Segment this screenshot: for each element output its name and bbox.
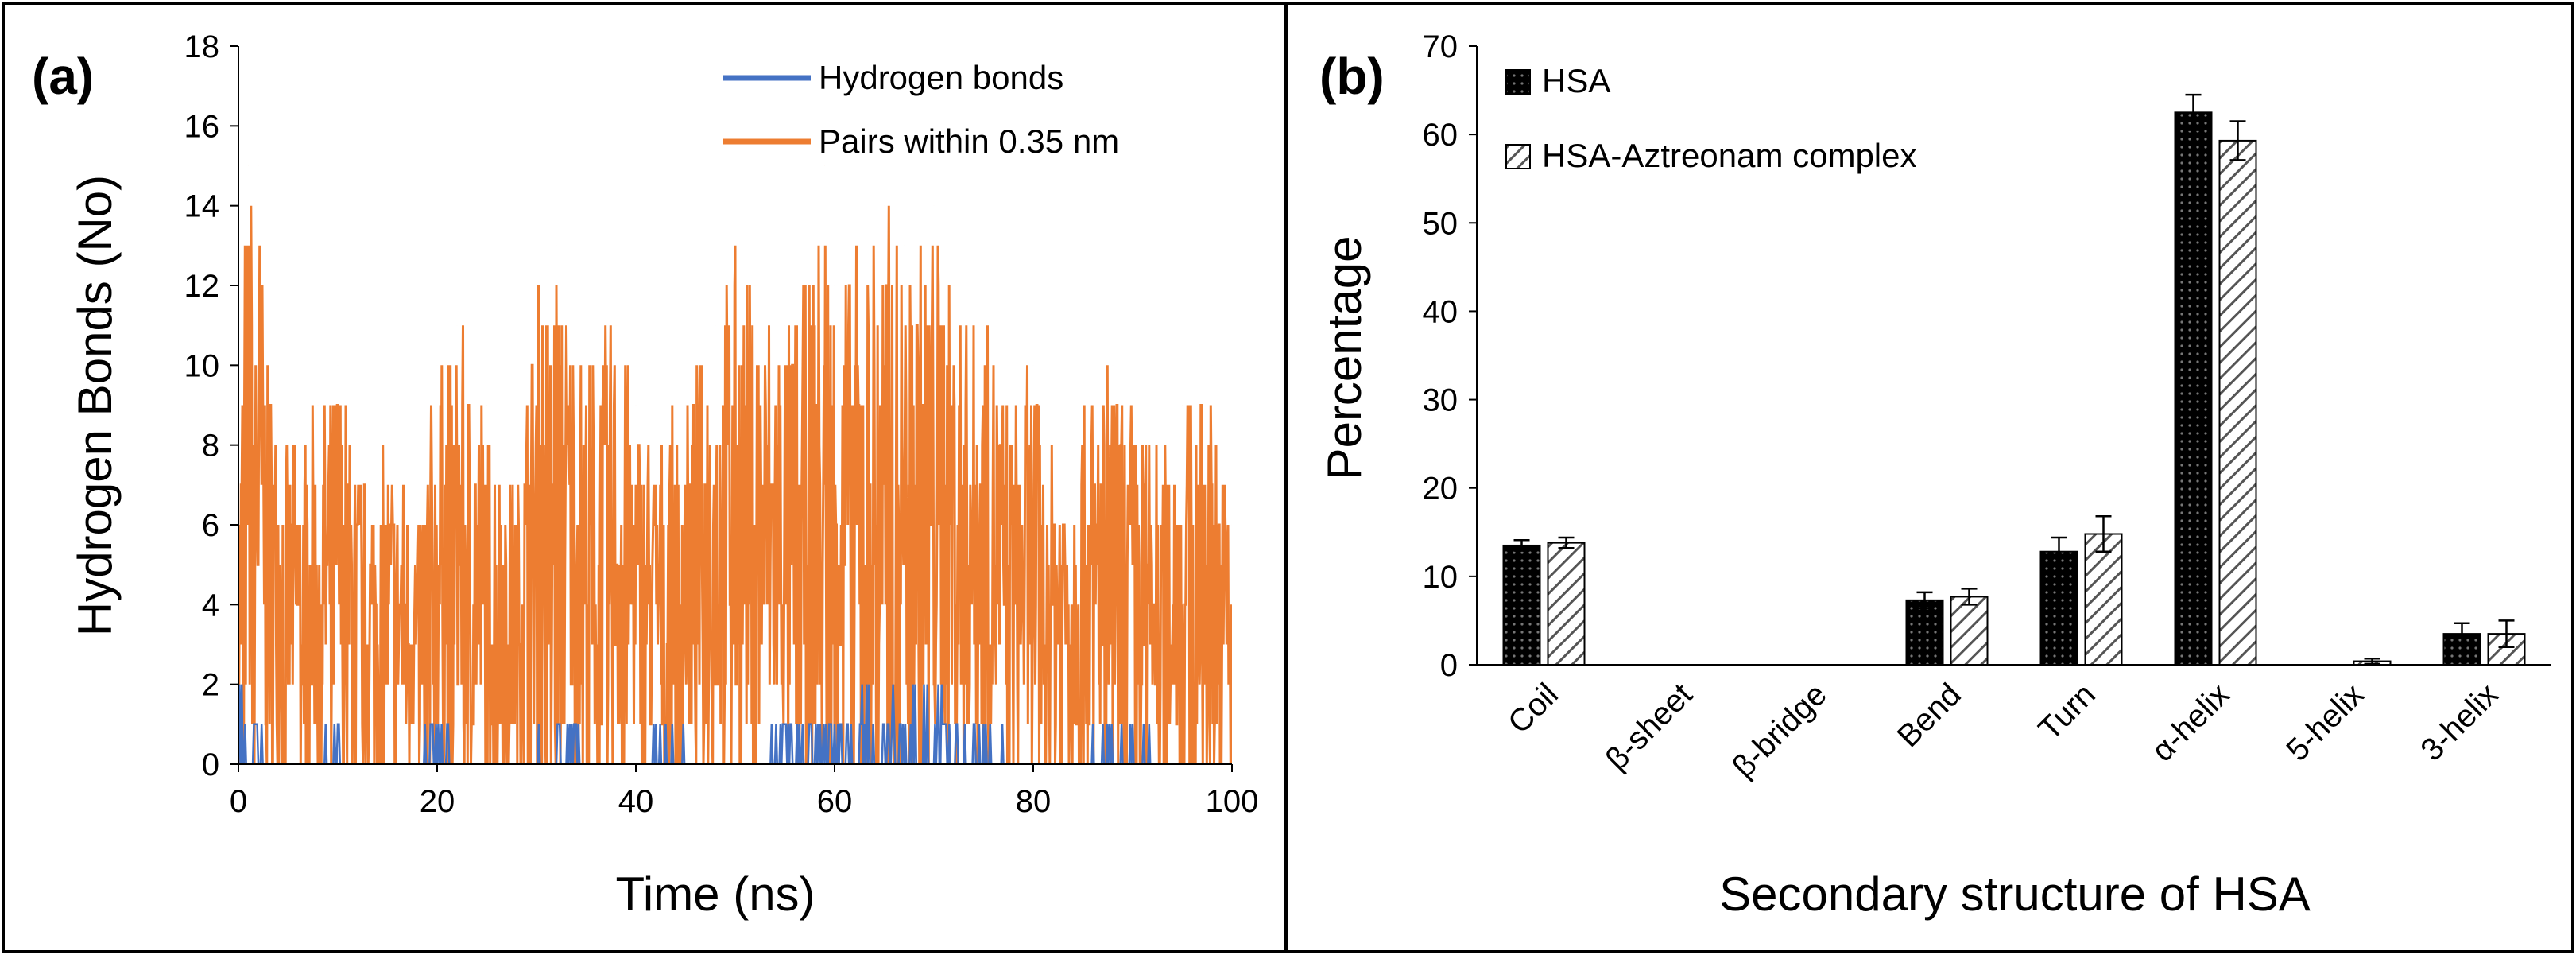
panel-b-bar-chart: 0 10 20 30 40 50 60 70 Coil β-sheet β-bridge Bend T… [1318, 29, 2551, 921]
x-tick-label: 80 [1016, 784, 1052, 819]
x-tick-label: 60 [817, 784, 853, 819]
bar-hsa [2039, 550, 2078, 666]
category-label: β-bridge [1726, 677, 1833, 784]
panel-a-y-axis-title: Hydrogen Bonds (No) [68, 175, 122, 636]
panel-b-y-axis-title: Percentage [1318, 236, 1371, 480]
panel-b-legend: HSA HSA-Aztreonam complex [1505, 62, 1917, 174]
category-label: β-sheet [1599, 677, 1699, 777]
y-tick-label: 14 [184, 189, 220, 224]
y-tick-label: 10 [184, 348, 220, 383]
panel-b-y-ticks: 0 10 20 30 40 50 60 70 [1423, 29, 1477, 683]
panel-b-frame [1284, 2, 2574, 953]
y-tick-label: 12 [184, 269, 220, 304]
panel-a-x-ticks: 0 20 40 60 80 100 [230, 764, 1259, 819]
panel-b-label: (b) [1319, 48, 1385, 105]
panel-a-y-ticks: 0 2 4 6 8 10 12 14 16 18 [184, 29, 238, 782]
y-tick-label: 2 [202, 668, 219, 703]
panel-b-bars [1502, 93, 2526, 666]
y-tick-label: 0 [1440, 648, 1458, 683]
y-tick-label: 10 [1423, 560, 1458, 595]
category-label: α-helix [2145, 677, 2237, 768]
x-tick-label: 100 [1206, 784, 1259, 819]
y-tick-label: 18 [184, 29, 220, 64]
panel-a-label: (a) [32, 48, 94, 105]
y-tick-label: 4 [202, 588, 219, 623]
series-line-pairs-within [238, 205, 1232, 764]
bar-hsa [1905, 599, 1944, 666]
bar-hsa [1502, 544, 1541, 666]
y-tick-label: 30 [1423, 383, 1458, 418]
bar-hsa-aztreonam [1547, 542, 1586, 666]
y-tick-label: 50 [1423, 206, 1458, 241]
y-tick-label: 8 [202, 429, 219, 464]
panel-a-x-axis-title: Time (ns) [615, 868, 815, 921]
panel-a-line-chart: 0 2 4 6 8 10 12 14 16 18 0 20 40 60 80 100 (a) Hydroge… [32, 29, 1258, 921]
y-tick-label: 60 [1423, 118, 1458, 153]
bar-hsa-aztreonam [2084, 533, 2123, 666]
category-label: Coil [1501, 677, 1565, 740]
bar-hsa [2174, 111, 2213, 666]
panel-b-x-ticks: Coil β-sheet β-bridge Bend Turn α-helix 5-heli… [1501, 677, 2505, 784]
x-tick-label: 20 [420, 784, 455, 819]
panel-b-x-axis-title: Secondary structure of HSA [1719, 868, 2311, 921]
x-tick-label: 0 [230, 784, 247, 819]
legend-swatch-hsa [1505, 69, 1531, 95]
y-tick-label: 16 [184, 109, 220, 144]
legend-label-pairs-within: Pairs within 0.35 nm [819, 122, 1119, 160]
category-label: 5-helix [2280, 677, 2370, 767]
category-label: 3-helix [2414, 677, 2504, 767]
panel-a-legend: Hydrogen bonds Pairs within 0.35 nm [723, 59, 1119, 160]
legend-label-hsa: HSA [1542, 62, 1610, 99]
category-label: Bend [1891, 677, 1968, 754]
x-tick-label: 40 [618, 784, 654, 819]
y-tick-label: 20 [1423, 472, 1458, 507]
y-tick-label: 70 [1423, 29, 1458, 64]
y-tick-label: 6 [202, 508, 219, 543]
legend-label-hydrogen-bonds: Hydrogen bonds [819, 59, 1063, 96]
legend-label-hsa-aztreonam: HSA-Aztreonam complex [1542, 137, 1917, 174]
category-label: Turn [2032, 677, 2102, 747]
y-tick-label: 0 [202, 747, 219, 782]
legend-swatch-hsa-aztreonam [1505, 144, 1531, 169]
bar-hsa-aztreonam [1950, 596, 1989, 666]
y-tick-label: 40 [1423, 294, 1458, 329]
panel-a-series-lines [238, 165, 1232, 764]
bar-hsa-aztreonam [2218, 139, 2257, 666]
